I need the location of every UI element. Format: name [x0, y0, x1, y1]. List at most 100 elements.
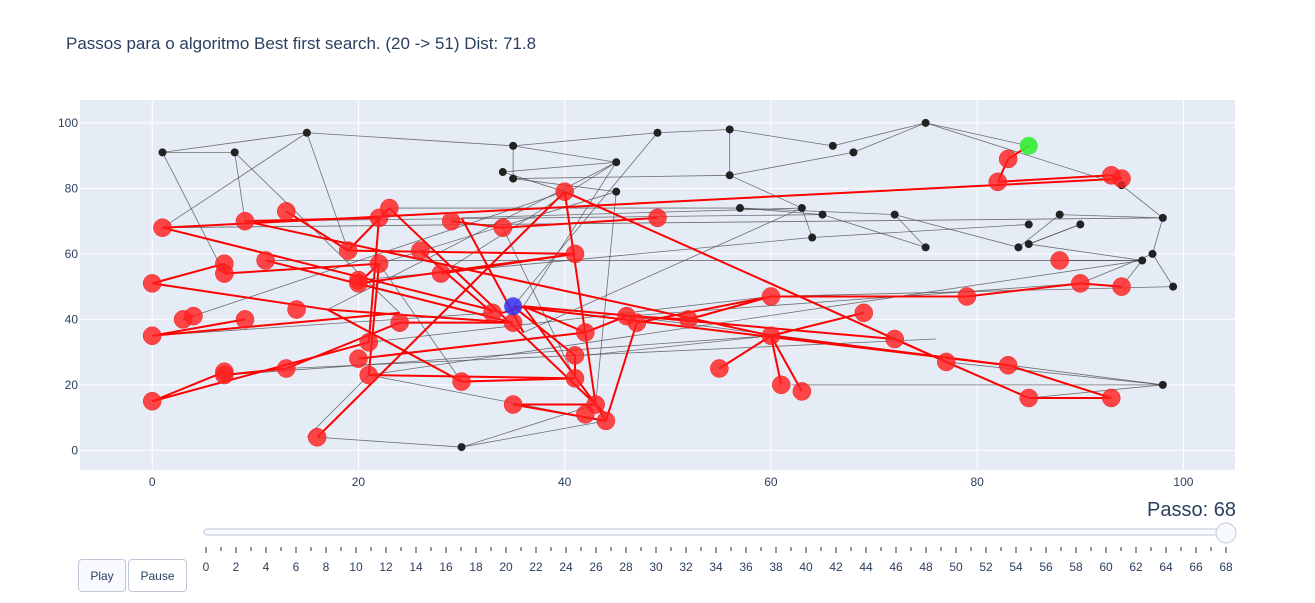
- slider-handle[interactable]: [1216, 523, 1236, 543]
- slider-tick-label: 48: [919, 560, 933, 574]
- visited-node: [587, 396, 605, 414]
- slider-tick-label: 0: [203, 560, 210, 574]
- slider-tick-label: 32: [679, 560, 693, 574]
- step-slider[interactable]: 0 2 4 6 8 10 12 14 16 18 20 22 24 26 28 30 32 34 36 38 40 42 4…: [203, 523, 1236, 574]
- graph-node: [612, 188, 620, 196]
- play-button[interactable]: Play: [78, 559, 126, 592]
- slider-tick-label: 44: [859, 560, 873, 574]
- visited-node: [762, 327, 780, 345]
- visited-node: [236, 212, 254, 230]
- x-axis-ticks: 0 20 40 60 80 100: [149, 475, 1194, 489]
- visited-node: [556, 183, 574, 201]
- x-tick-label: 40: [558, 475, 572, 489]
- visited-node: [855, 304, 873, 322]
- graph-node: [922, 243, 930, 251]
- visited-node: [360, 366, 378, 384]
- graph-node: [612, 158, 620, 166]
- visited-node: [236, 310, 254, 328]
- x-tick-label: 60: [764, 475, 778, 489]
- slider-tick-label: 66: [1189, 560, 1203, 574]
- slider-tick-label: 62: [1129, 560, 1143, 574]
- visited-node: [649, 209, 667, 227]
- graph-node: [509, 142, 517, 150]
- slider-tick-label: 54: [1009, 560, 1023, 574]
- visited-node: [793, 382, 811, 400]
- visited-node: [989, 173, 1007, 191]
- visited-node: [143, 274, 161, 292]
- visited-node: [494, 219, 512, 237]
- graph-node: [303, 129, 311, 137]
- visited-node: [576, 323, 594, 341]
- slider-tick-label: 16: [439, 560, 453, 574]
- visited-node: [143, 392, 161, 410]
- graph-node: [231, 148, 239, 156]
- visited-node: [1020, 389, 1038, 407]
- y-tick-label: 60: [65, 247, 79, 261]
- graph-node: [1159, 381, 1167, 389]
- graph-node: [798, 204, 806, 212]
- visited-node: [339, 242, 357, 260]
- visited-node: [628, 314, 646, 332]
- visited-node: [215, 265, 233, 283]
- visited-node: [349, 274, 367, 292]
- visited-node: [184, 307, 202, 325]
- visited-node: [432, 265, 450, 283]
- slider-tick-label: 46: [889, 560, 903, 574]
- graph-node: [808, 234, 816, 242]
- visited-node: [1113, 170, 1131, 188]
- graph-node: [1138, 256, 1146, 264]
- slider-tick-label: 36: [739, 560, 753, 574]
- step-value: 68: [1214, 499, 1236, 521]
- y-tick-label: 100: [58, 116, 78, 130]
- visited-node: [1051, 251, 1069, 269]
- graph-node: [726, 125, 734, 133]
- pause-button[interactable]: Pause: [128, 559, 187, 592]
- visited-node: [1102, 389, 1120, 407]
- slider-tick-label: 20: [499, 560, 513, 574]
- visited-node: [442, 212, 460, 230]
- graph-node: [654, 129, 662, 137]
- graph-node: [922, 119, 930, 127]
- visited-node: [257, 251, 275, 269]
- visited-node: [370, 255, 388, 273]
- slider-ticks: 0 2 4 6 8 10 12 14 16 18 20 22 24 26 28 30 32 34 36 38 40 42 4…: [203, 547, 1233, 574]
- visited-node: [566, 369, 584, 387]
- visited-node: [288, 301, 306, 319]
- slider-tick-label: 34: [709, 560, 723, 574]
- slider-tick-label: 52: [979, 560, 993, 574]
- slider-rail[interactable]: [204, 529, 1226, 535]
- x-tick-label: 0: [149, 475, 156, 489]
- visited-node: [360, 333, 378, 351]
- slider-tick-label: 68: [1219, 560, 1233, 574]
- slider-tick-label: 22: [529, 560, 543, 574]
- slider-tick-label: 12: [379, 560, 393, 574]
- visited-node: [597, 412, 615, 430]
- graph-node: [159, 148, 167, 156]
- graph-node: [1056, 211, 1064, 219]
- slider-tick-label: 58: [1069, 560, 1083, 574]
- visited-node: [411, 242, 429, 260]
- graph-node: [736, 204, 744, 212]
- slider-tick-label: 26: [589, 560, 603, 574]
- visited-node: [215, 366, 233, 384]
- visited-node: [380, 199, 398, 217]
- visited-node: [453, 373, 471, 391]
- slider-tick-label: 56: [1039, 560, 1053, 574]
- visited-node: [1113, 278, 1131, 296]
- y-tick-label: 20: [65, 378, 79, 392]
- visited-node: [566, 245, 584, 263]
- graph-node: [458, 443, 466, 451]
- graph-node: [509, 175, 517, 183]
- y-tick-label: 40: [65, 312, 79, 326]
- y-tick-label: 80: [65, 181, 79, 195]
- visited-node: [277, 202, 295, 220]
- slider-tick-label: 38: [769, 560, 783, 574]
- slider-tick-label: 2: [233, 560, 240, 574]
- current-node: [504, 297, 522, 315]
- visited-node: [710, 359, 728, 377]
- graph-node: [1025, 240, 1033, 248]
- visited-node: [1071, 274, 1089, 292]
- slider-tick-label: 40: [799, 560, 813, 574]
- y-axis-ticks: 020406080100: [58, 116, 78, 457]
- graph-node: [1025, 220, 1033, 228]
